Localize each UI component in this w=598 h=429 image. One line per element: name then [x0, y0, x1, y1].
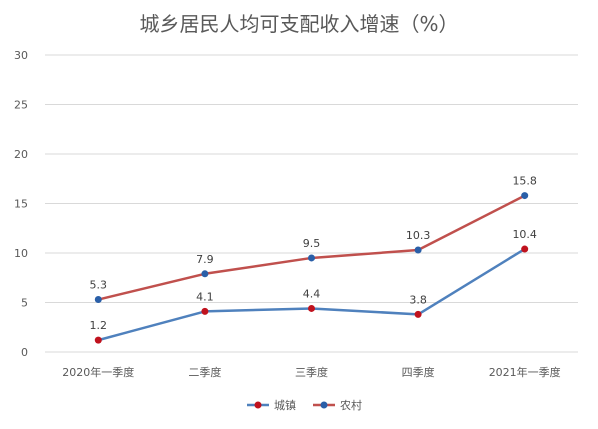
- data-point: [521, 245, 529, 253]
- data-label: 15.8: [512, 175, 537, 188]
- data-label: 5.3: [90, 279, 108, 292]
- x-axis: 2020年一季度 二季度 三季度 四季度 2021年一季度: [62, 365, 560, 379]
- y-tick-label: 5: [21, 297, 28, 310]
- gridlines: [45, 54, 578, 353]
- data-point: [521, 192, 529, 200]
- y-axis: 0 5 10 15 20 25 30: [14, 49, 28, 359]
- data-label: 7.9: [196, 253, 214, 266]
- x-tick-label: 三季度: [295, 365, 328, 379]
- data-label: 9.5: [303, 237, 321, 250]
- x-tick-label: 2021年一季度: [489, 365, 561, 379]
- series-layer: [94, 192, 529, 344]
- data-label: 4.1: [196, 290, 214, 303]
- y-tick-label: 10: [14, 247, 28, 260]
- data-labels: 1.2 4.1 4.4 3.8 10.4 5.3 7.9 9.5 10.3 15.8: [90, 175, 537, 333]
- data-point: [201, 307, 209, 315]
- data-point: [94, 296, 102, 304]
- x-tick-label: 二季度: [188, 365, 221, 379]
- data-point: [94, 336, 102, 344]
- chart-title: 城乡居民人均可支配收入增速（%）: [139, 12, 458, 36]
- y-tick-label: 0: [21, 346, 28, 359]
- legend-label: 城镇: [274, 398, 296, 412]
- y-tick-label: 15: [14, 198, 28, 211]
- legend-label: 农村: [340, 398, 362, 412]
- series-urban: [94, 245, 529, 344]
- legend-marker: [254, 401, 262, 409]
- y-tick-label: 20: [14, 148, 28, 161]
- data-label: 1.2: [90, 319, 108, 332]
- x-tick-label: 2020年一季度: [62, 365, 134, 379]
- data-label: 4.4: [303, 287, 321, 300]
- legend: 城镇 农村: [247, 398, 362, 412]
- legend-item: 农村: [313, 398, 362, 412]
- data-label: 10.4: [512, 228, 537, 241]
- y-tick-label: 25: [14, 99, 28, 112]
- x-tick-label: 四季度: [402, 365, 435, 379]
- data-point: [201, 270, 209, 278]
- data-label: 10.3: [406, 229, 431, 242]
- data-point: [414, 310, 422, 318]
- legend-item: 城镇: [247, 398, 296, 412]
- series-rural: [94, 192, 529, 304]
- data-point: [308, 304, 315, 312]
- data-point: [308, 254, 315, 262]
- legend-marker: [320, 401, 328, 409]
- data-point: [414, 246, 422, 254]
- y-tick-label: 30: [14, 49, 28, 62]
- data-label: 3.8: [409, 293, 427, 306]
